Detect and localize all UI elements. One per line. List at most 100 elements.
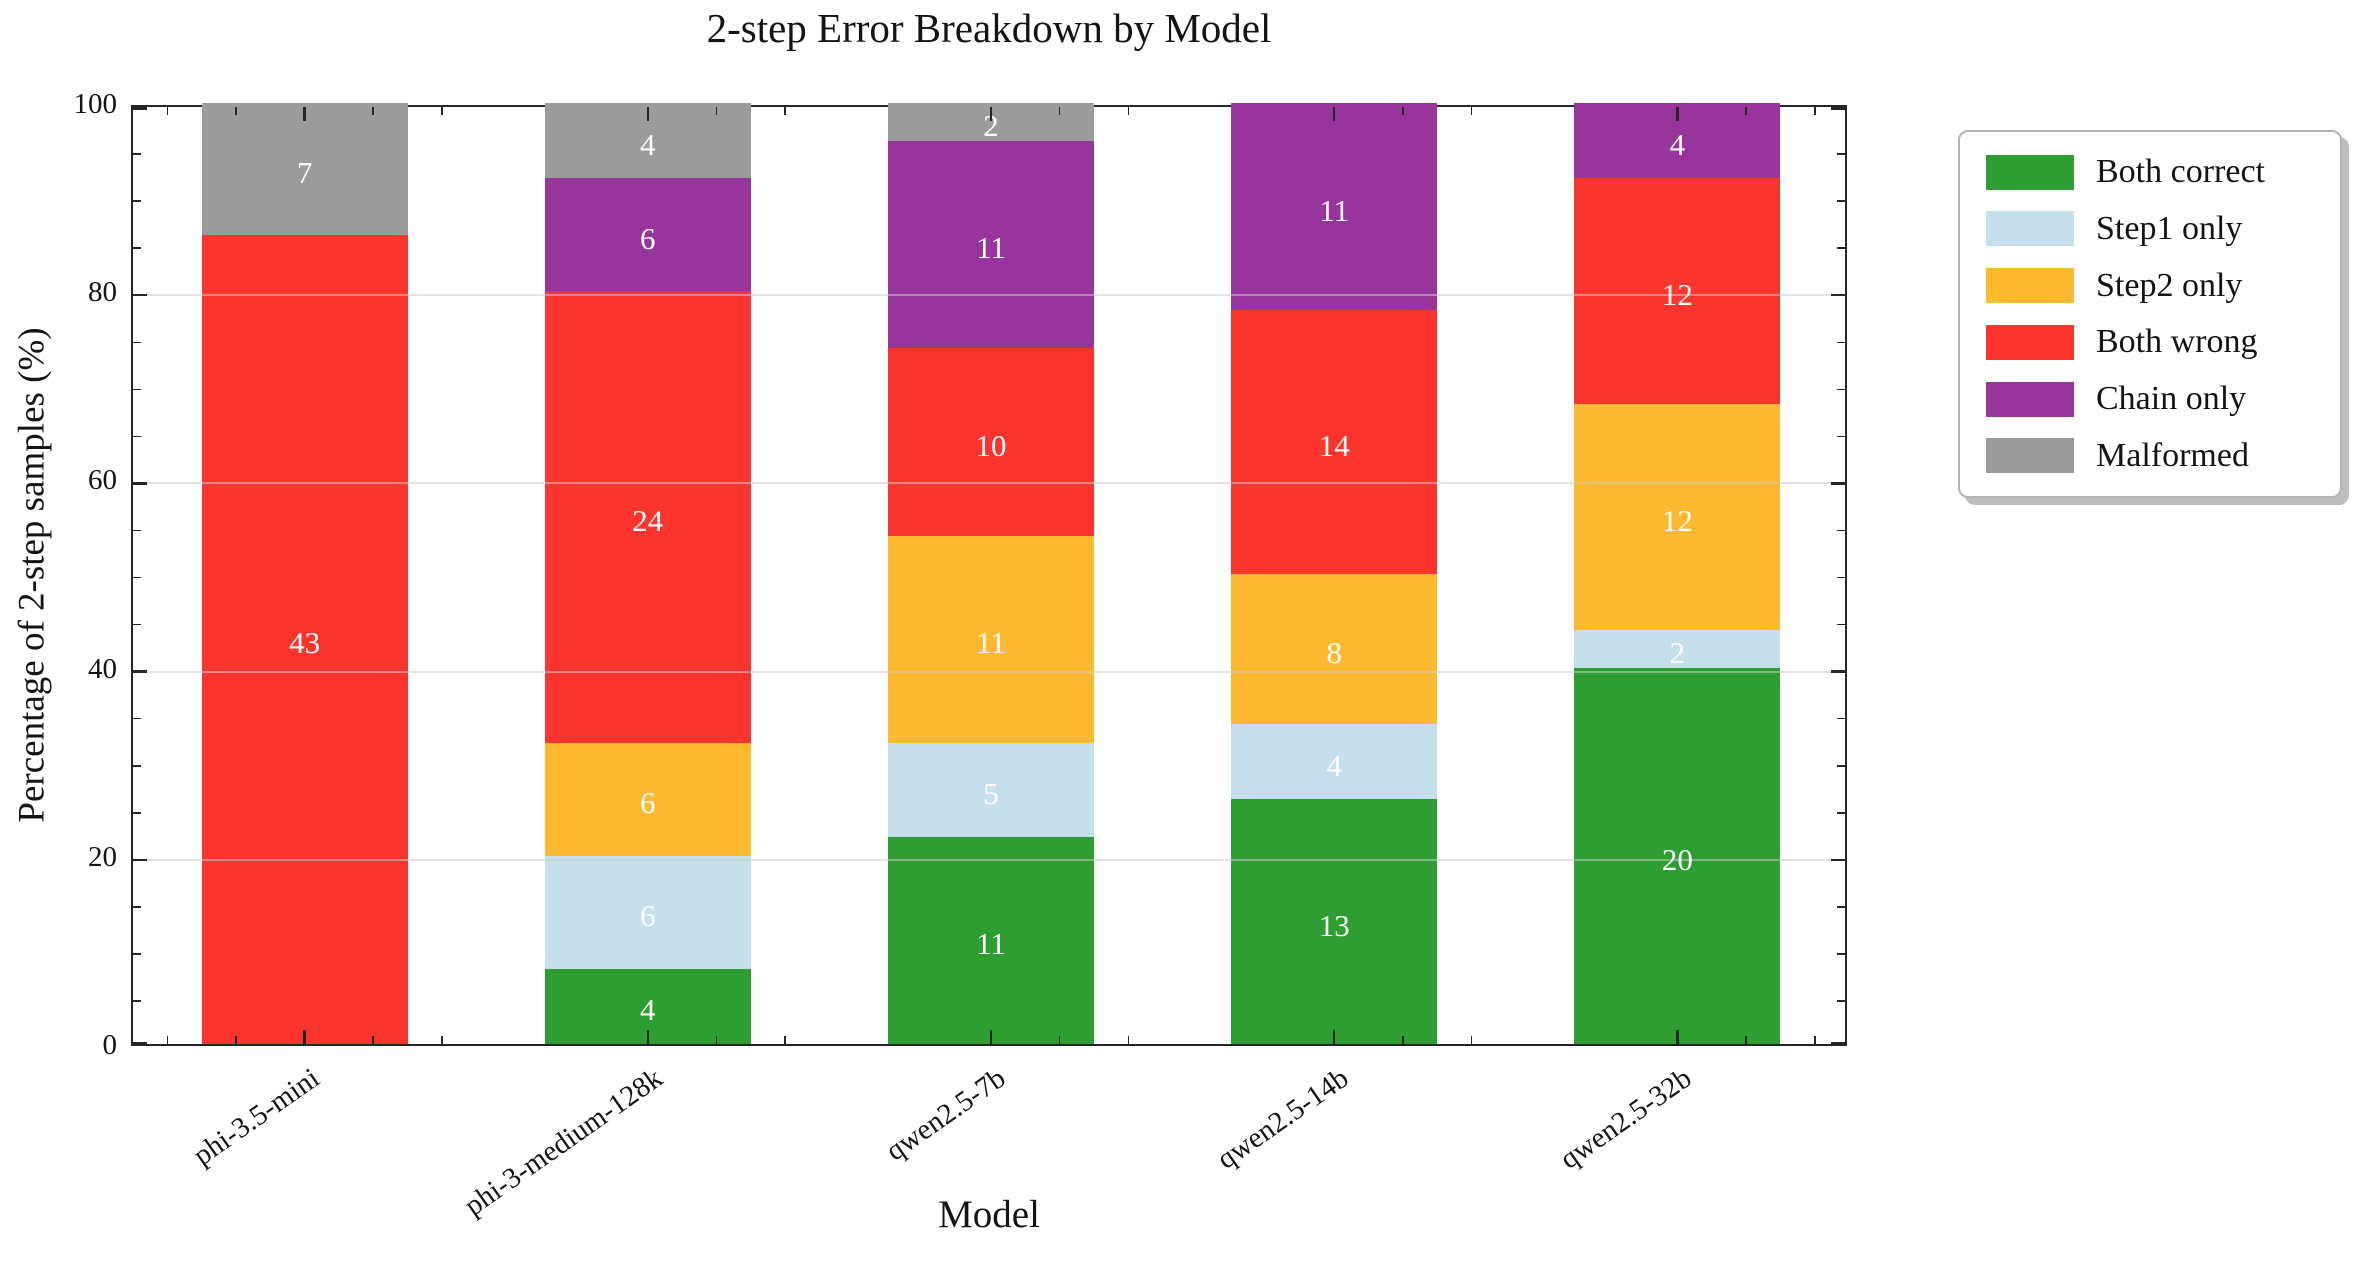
legend-swatch (1986, 381, 2074, 417)
bar-segment (544, 178, 751, 292)
y-minor-tick (1837, 435, 1845, 438)
y-minor-tick (133, 953, 141, 955)
x-major-tick (1332, 1030, 1336, 1044)
y-tick-label: 60 (88, 464, 117, 497)
legend-label: Both wrong (2096, 323, 2258, 361)
legend: Both correct Step1 only Step2 only Both wro… (1958, 130, 2342, 498)
x-major-tick (1676, 107, 1679, 121)
bar-value-label: 6 (640, 785, 656, 821)
bar-segment (888, 742, 1094, 837)
x-major-tick (1332, 107, 1336, 121)
x-minor-tick (1058, 1036, 1061, 1044)
bar-segment (1231, 310, 1438, 574)
bar-segment (544, 291, 751, 743)
y-minor-tick (1837, 764, 1845, 767)
bar-value-label: 4 (1326, 747, 1342, 783)
legend-item: Malformed (1986, 430, 2340, 482)
x-minor-tick (441, 107, 443, 115)
gridline (133, 858, 1845, 861)
bar-value-label: 6 (640, 220, 656, 256)
bar-value-label: 10 (975, 427, 1007, 463)
bar-segment (1231, 103, 1438, 311)
y-minor-tick (133, 764, 141, 767)
y-minor-tick (1837, 623, 1845, 626)
y-tick-label: 0 (102, 1029, 118, 1061)
y-minor-tick (133, 435, 141, 438)
x-minor-tick (784, 1036, 786, 1044)
x-minor-tick (1470, 107, 1473, 115)
y-minor-tick (133, 200, 141, 202)
x-minor-tick (1127, 107, 1130, 115)
y-major-tick (1831, 858, 1845, 862)
bar-value-label: 14 (1318, 427, 1350, 463)
x-minor-tick (1402, 1036, 1404, 1044)
bar-segment (1574, 629, 1781, 668)
x-minor-tick (1813, 107, 1816, 115)
bar-segment (1231, 799, 1438, 1044)
bar-segment (888, 535, 1094, 743)
y-minor-tick (1837, 717, 1845, 720)
bar-segment (1231, 724, 1438, 800)
y-minor-tick (1837, 906, 1845, 908)
legend-swatch (1986, 268, 2074, 304)
y-tick-label: 100 (73, 88, 118, 120)
y-minor-tick (1837, 200, 1845, 202)
legend-swatch (1986, 211, 2074, 247)
x-major-tick (989, 1030, 993, 1044)
y-minor-tick (133, 153, 141, 155)
x-minor-tick (715, 107, 718, 115)
y-minor-tick (1837, 529, 1845, 532)
bar-segment (888, 140, 1094, 348)
bar-segment (544, 855, 751, 969)
bar-value-label: 24 (632, 503, 664, 539)
bar-value-label: 6 (640, 898, 656, 934)
legend-label: Step1 only (2096, 209, 2243, 247)
x-major-tick (646, 1030, 650, 1044)
x-minor-tick (1813, 1036, 1816, 1044)
x-minor-tick (235, 107, 237, 115)
y-minor-tick (133, 906, 141, 908)
chart-title: 2-step Error Breakdown by Model (706, 5, 1272, 51)
bar-value-label: 11 (976, 625, 1006, 661)
x-minor-tick (1402, 107, 1404, 115)
legend-label: Malformed (2096, 436, 2249, 474)
x-major-tick (1676, 1030, 1679, 1044)
legend-swatch (1986, 324, 2074, 360)
legend-label: Chain only (2096, 380, 2247, 418)
legend-label: Step2 only (2096, 266, 2243, 304)
x-minor-tick (1127, 1036, 1130, 1044)
y-minor-tick (1837, 953, 1845, 955)
bar-value-label: 2 (1669, 634, 1686, 670)
plot-area: 43 7 4 6 6 24 6 4 11 5 11 10 11 2 13 4 8 14 11 20 2 12 12 4 (131, 103, 1847, 1046)
bar-value-label: 2 (983, 107, 999, 143)
bar-segment (1574, 404, 1781, 630)
bar-value-label: 20 (1661, 841, 1693, 877)
x-minor-tick (784, 107, 786, 115)
y-major-tick (133, 1042, 147, 1045)
legend-item: Step2 only (1986, 260, 2340, 312)
legend-label: Both correct (2096, 153, 2265, 190)
y-major-tick (1831, 1042, 1845, 1045)
legend-swatch (1986, 154, 2074, 190)
y-minor-tick (1837, 1000, 1845, 1002)
x-minor-tick (715, 1036, 718, 1044)
gridline (133, 482, 1845, 485)
y-minor-tick (133, 812, 141, 814)
y-minor-tick (133, 623, 141, 626)
bar-value-label: 12 (1661, 503, 1693, 539)
y-minor-tick (133, 388, 141, 391)
legend-item: Chain only (1986, 373, 2340, 425)
legend-item: Both wrong (1986, 316, 2340, 368)
x-tick-label: qwen2.5-32b (1554, 1062, 1698, 1176)
y-major-tick (133, 670, 147, 673)
y-tick-label: 80 (88, 276, 117, 309)
x-minor-tick (1470, 1036, 1473, 1044)
x-minor-tick (166, 107, 169, 115)
y-minor-tick (133, 529, 141, 532)
y-minor-tick (1837, 388, 1845, 391)
y-axis-label: Percentage of 2-step samples (%) (11, 327, 53, 823)
bar-value-label: 11 (976, 230, 1006, 266)
y-minor-tick (1837, 812, 1845, 814)
bar-segment (888, 836, 1094, 1044)
